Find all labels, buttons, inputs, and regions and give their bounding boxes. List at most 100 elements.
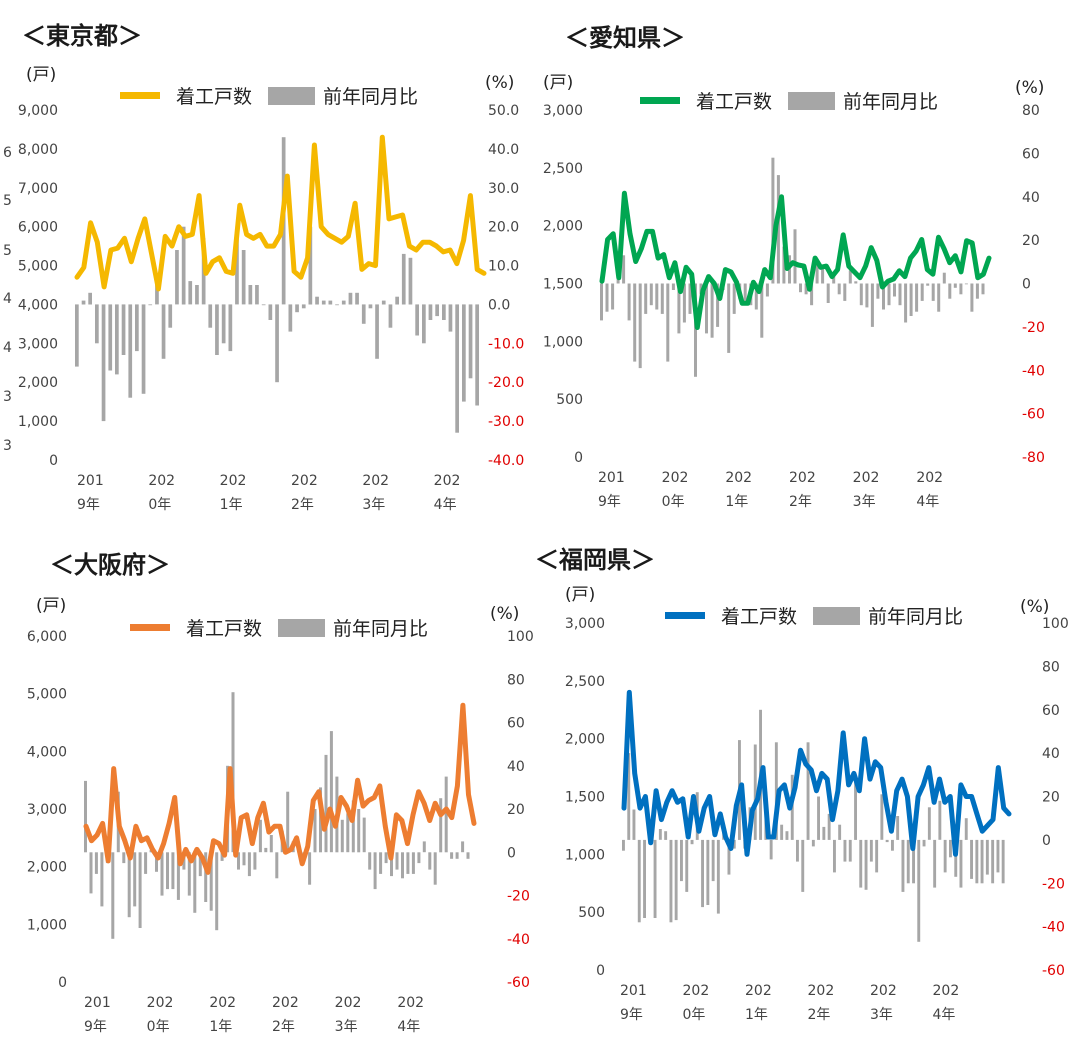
x-tick-label: 2年 <box>272 1019 295 1035</box>
yoy-bar <box>785 831 789 840</box>
x-tick-label: 202 <box>220 473 247 489</box>
left-tick-label: 3,000 <box>543 103 583 119</box>
yoy-bar <box>241 250 246 305</box>
yoy-bar <box>953 283 957 288</box>
yoy-bar <box>75 304 79 367</box>
yoy-bar <box>94 852 98 874</box>
right-tick-label: 100 <box>507 629 534 645</box>
yoy-bar <box>220 852 224 861</box>
yoy-bar <box>765 283 769 297</box>
left-tick-label: 7,000 <box>18 181 58 197</box>
yoy-bar <box>462 304 466 402</box>
legend-bar-label: 前年同月比 <box>843 91 938 113</box>
right-tick-label: 30.0 <box>488 181 519 197</box>
yoy-bar <box>782 246 786 284</box>
yoy-bar <box>368 852 372 870</box>
starts-line <box>74 134 487 292</box>
left-axis-unit: (戸) <box>26 65 56 85</box>
yoy-bar <box>388 304 393 328</box>
yoy-bar <box>466 852 470 859</box>
yoy-bar <box>896 816 900 840</box>
x-tick-label: 202 <box>209 995 236 1011</box>
x-tick-label: 4年 <box>397 1019 420 1035</box>
yoy-bar <box>329 731 333 853</box>
left-tick-label: 3,000 <box>18 336 58 352</box>
x-tick-label: 201 <box>620 983 647 999</box>
yoy-bar <box>384 852 388 864</box>
yoy-bar <box>448 304 453 332</box>
yoy-bar <box>242 852 246 866</box>
yoy-bar <box>301 304 306 309</box>
right-tick-label: -10.0 <box>488 336 524 352</box>
x-tick-label: 202 <box>683 983 710 999</box>
yoy-bar <box>954 839 958 877</box>
x-tick-label: 1年 <box>209 1019 232 1035</box>
left-axis-unit: (戸) <box>565 585 595 605</box>
chart-title: ＜東京都＞ <box>22 22 142 50</box>
left-tick-label: 5,000 <box>18 259 58 275</box>
yoy-bar <box>688 283 692 314</box>
yoy-bar <box>985 839 989 875</box>
yoy-bar <box>375 304 379 359</box>
yoy-bar <box>88 292 92 305</box>
chart-fukuoka: ＜福岡県＞ (戸) (%) 着工戸数 前年同月比 3,000 2,500 2,000 1,500… <box>535 546 1069 1023</box>
yoy-bar <box>870 283 874 327</box>
yoy-bar <box>258 819 262 853</box>
yoy-bar <box>804 283 808 295</box>
stray-label: 4 <box>3 291 12 307</box>
x-tick-label: 202 <box>808 983 835 999</box>
yoy-bar <box>198 852 202 877</box>
left-tick-label: 2,000 <box>27 860 67 876</box>
x-tick-label: 9年 <box>77 497 100 513</box>
left-tick-label: 1,000 <box>543 334 583 350</box>
right-axis-unit: (%) <box>1015 78 1044 98</box>
yoy-bar <box>627 283 631 321</box>
yoy-bar <box>268 304 273 320</box>
chart-osaka: ＜大阪府＞ (戸) (%) 着工戸数 前年同月比 6,000 5,000 4,000 3,000… <box>27 551 534 1035</box>
yoy-bar <box>810 283 814 306</box>
yoy-bar <box>600 283 603 321</box>
left-tick-label: 4,000 <box>27 744 67 760</box>
left-tick-label: 0 <box>574 450 583 466</box>
yoy-bar <box>228 304 233 352</box>
legend-bar-label: 前年同月比 <box>333 618 428 640</box>
yoy-bar <box>727 283 731 353</box>
yoy-bar <box>101 304 106 422</box>
yoy-bar <box>796 839 799 862</box>
yoy-bar <box>859 283 863 306</box>
x-tick-label: 202 <box>870 983 897 999</box>
yoy-bar <box>706 839 710 905</box>
yoy-bar <box>891 839 894 851</box>
yoy-bar <box>166 852 169 890</box>
yoy-bar <box>181 226 186 305</box>
yoy-bar <box>340 819 344 853</box>
yoy-bar <box>964 818 968 840</box>
legend-bar-swatch <box>268 87 315 105</box>
left-tick-label: 1,000 <box>18 414 58 430</box>
yoy-bar <box>475 304 479 406</box>
yoy-bar <box>215 304 219 355</box>
yoy-bar <box>876 283 880 299</box>
yoy-bar <box>433 852 437 885</box>
yoy-bar <box>308 852 312 885</box>
yoy-bar <box>848 270 852 284</box>
yoy-bar <box>885 839 889 843</box>
yoy-bar <box>286 791 290 853</box>
yoy-bar <box>133 852 137 907</box>
chart-title: ＜大阪府＞ <box>50 551 170 579</box>
yoy-bar <box>959 839 963 888</box>
left-tick-label: 0 <box>596 963 605 979</box>
yoy-bar <box>141 304 146 394</box>
left-tick-label: 4,000 <box>18 297 58 313</box>
right-tick-label: -30.0 <box>488 414 524 430</box>
yoy-bar <box>926 283 930 286</box>
right-tick-label: 40 <box>1042 746 1060 762</box>
chart-title: ＜愛知県＞ <box>565 24 685 52</box>
yoy-bar <box>933 839 937 888</box>
yoy-bar <box>335 304 339 306</box>
left-tick-label: 2,000 <box>543 219 583 235</box>
yoy-bar <box>89 852 93 894</box>
yoy-bar <box>780 824 784 840</box>
yoy-bar <box>711 839 715 882</box>
yoy-bar <box>361 304 366 324</box>
